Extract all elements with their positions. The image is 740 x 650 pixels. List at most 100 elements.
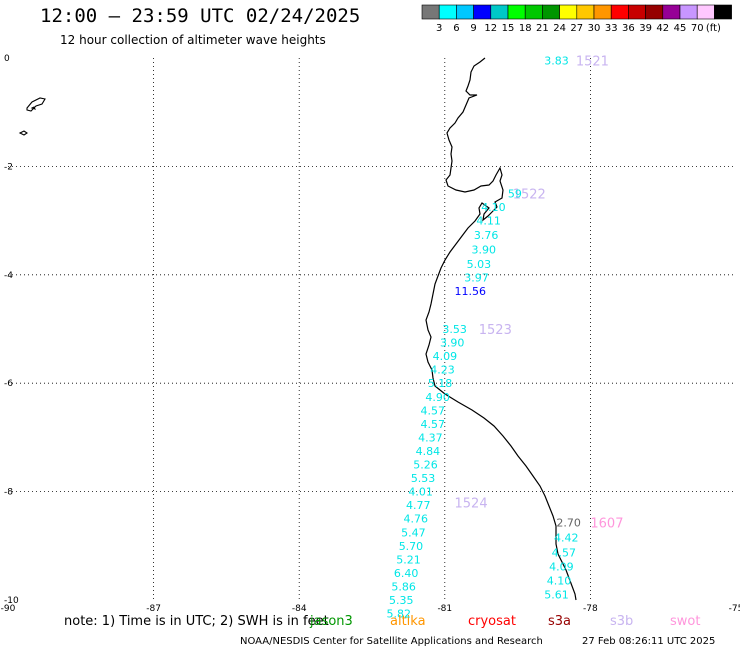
wave-height-value: 4.84 bbox=[416, 445, 441, 458]
color-swatch bbox=[456, 4, 474, 20]
wave-height-value: 4.01 bbox=[408, 486, 433, 499]
wave-height-value: 59 bbox=[508, 188, 522, 201]
color-scale-label: 6 bbox=[453, 23, 459, 34]
color-swatch bbox=[473, 4, 492, 20]
island-large bbox=[26, 97, 46, 112]
wave-height-value: 4.23 bbox=[430, 364, 455, 377]
color-swatch bbox=[696, 4, 715, 20]
wave-height-value: 4.10 bbox=[481, 201, 506, 214]
satellite-legend-cryosat: cryosat bbox=[468, 614, 516, 629]
wave-height-value: 11.56 bbox=[455, 285, 487, 298]
color-swatch bbox=[679, 4, 698, 20]
page-subtitle: 12 hour collection of altimeter wave hei… bbox=[60, 33, 326, 47]
color-swatch bbox=[421, 4, 440, 20]
wave-height-value: 5.47 bbox=[401, 526, 426, 539]
wave-height-readings: 3.83594.104.113.763.905.033.9711.563.533… bbox=[387, 55, 581, 621]
wave-height-value: 3.76 bbox=[474, 229, 499, 242]
satellite-legend-s3b: s3b bbox=[610, 614, 633, 629]
map-grid: -90 -87 -84 -81 -78 -75 0 -2 -4 -6 -8 -10 bbox=[1, 54, 740, 614]
island-tiny bbox=[30, 106, 36, 110]
wave-height-value: 4.77 bbox=[406, 499, 431, 512]
pass-number-label: 1521 bbox=[576, 55, 609, 70]
footer-note: note: 1) Time is in UTC; 2) SWH is in fe… bbox=[64, 614, 329, 629]
satellite-legend-altika: altika bbox=[390, 614, 426, 629]
color-swatch bbox=[662, 4, 681, 20]
color-scale-label: 70 bbox=[691, 23, 704, 34]
pass-number-label: 1607 bbox=[590, 516, 623, 531]
page-title: 12:00 — 23:59 UTC 02/24/2025 bbox=[40, 5, 361, 27]
wave-height-value: 5.18 bbox=[428, 377, 453, 390]
wave-height-value: 5.61 bbox=[544, 589, 569, 602]
wave-height-value: 5.21 bbox=[396, 553, 421, 566]
color-swatch bbox=[628, 4, 646, 20]
wave-height-value: 5.53 bbox=[411, 472, 436, 485]
wave-height-value: 4.57 bbox=[421, 404, 446, 417]
footer-timestamp: 27 Feb 08:26:11 UTC 2025 bbox=[582, 636, 715, 647]
wave-height-value: 5.82 bbox=[387, 608, 412, 621]
wave-height-value: 4.57 bbox=[421, 418, 446, 431]
color-swatch bbox=[490, 4, 509, 20]
footer: note: 1) Time is in UTC; 2) SWH is in fe… bbox=[64, 614, 715, 647]
wave-height-value: 4.57 bbox=[552, 546, 577, 559]
latitude-tick-label: -8 bbox=[4, 488, 13, 498]
color-scale-label: 18 bbox=[519, 23, 532, 34]
wave-height-value: 5.26 bbox=[413, 459, 438, 472]
wave-height-value: 5.03 bbox=[467, 258, 492, 271]
color-scale-legend: 3 6 9 12 15 18 21 24 27 30 33 36 39 42 45 70 (ft) bbox=[421, 4, 732, 34]
satellite-legend-s3a: s3a bbox=[548, 614, 571, 629]
color-scale-label: 30 bbox=[588, 23, 601, 34]
color-scale-label: 15 bbox=[502, 23, 515, 34]
wave-height-value: 4.09 bbox=[549, 560, 574, 573]
wave-height-value: 3.83 bbox=[544, 55, 569, 68]
color-scale-label: 3 bbox=[436, 23, 442, 34]
coastline bbox=[18, 57, 577, 601]
south-america-coastline bbox=[425, 57, 577, 601]
latitude-tick-label: -4 bbox=[4, 271, 13, 281]
footer-credit: NOAA/NESDIS Center for Satellite Applica… bbox=[240, 636, 543, 647]
color-swatch bbox=[507, 4, 526, 20]
wave-height-value: 3.90 bbox=[440, 337, 465, 350]
wave-height-value: 5.70 bbox=[399, 540, 424, 553]
wave-height-value: 5.35 bbox=[389, 594, 414, 607]
longitude-tick-label: -81 bbox=[437, 604, 452, 614]
longitude-tick-label: -75 bbox=[729, 604, 740, 614]
color-swatch bbox=[559, 4, 578, 20]
pass-number-label: 1522 bbox=[513, 188, 546, 203]
longitude-tick-label: -84 bbox=[292, 604, 307, 614]
pass-number-label: 1523 bbox=[479, 323, 512, 338]
longitude-tick-label: -87 bbox=[146, 604, 161, 614]
color-swatch bbox=[645, 4, 664, 20]
color-scale-label: 42 bbox=[656, 23, 669, 34]
wave-height-value: 2.70 bbox=[556, 516, 581, 529]
wave-height-value: 4.90 bbox=[425, 391, 450, 404]
color-scale-label: 39 bbox=[639, 23, 652, 34]
pass-number-label: 1524 bbox=[455, 496, 488, 511]
color-scale-label: (ft) bbox=[706, 23, 721, 34]
color-swatch bbox=[438, 4, 457, 20]
color-scale-label: 27 bbox=[570, 23, 583, 34]
color-swatch bbox=[714, 4, 732, 20]
satellite-pass-labels: 1521 1522 1523 1524 1607 bbox=[455, 55, 624, 532]
wave-height-value: 3.90 bbox=[471, 243, 496, 256]
wave-height-value: 4.11 bbox=[476, 215, 501, 228]
longitude-tick-label: -90 bbox=[1, 604, 16, 614]
color-scale-label: 12 bbox=[484, 23, 497, 34]
color-swatch bbox=[524, 4, 543, 20]
color-scale-label: 9 bbox=[470, 23, 476, 34]
wave-height-value: 4.37 bbox=[418, 431, 443, 444]
wave-height-value: 3.97 bbox=[464, 272, 489, 285]
latitude-tick-label: 0 bbox=[4, 54, 10, 64]
wave-height-value: 5.86 bbox=[391, 580, 416, 593]
latitude-tick-label: -2 bbox=[4, 162, 13, 172]
color-scale-label: 24 bbox=[553, 23, 566, 34]
wave-height-value: 4.42 bbox=[554, 532, 579, 545]
wave-height-value: 6.40 bbox=[394, 567, 419, 580]
wave-height-value: 4.09 bbox=[433, 350, 458, 363]
longitude-tick-label: -78 bbox=[583, 604, 598, 614]
color-swatch bbox=[593, 4, 612, 20]
wave-height-value: 3.53 bbox=[442, 323, 467, 336]
color-swatch bbox=[610, 4, 629, 20]
color-scale-label: 33 bbox=[605, 23, 618, 34]
